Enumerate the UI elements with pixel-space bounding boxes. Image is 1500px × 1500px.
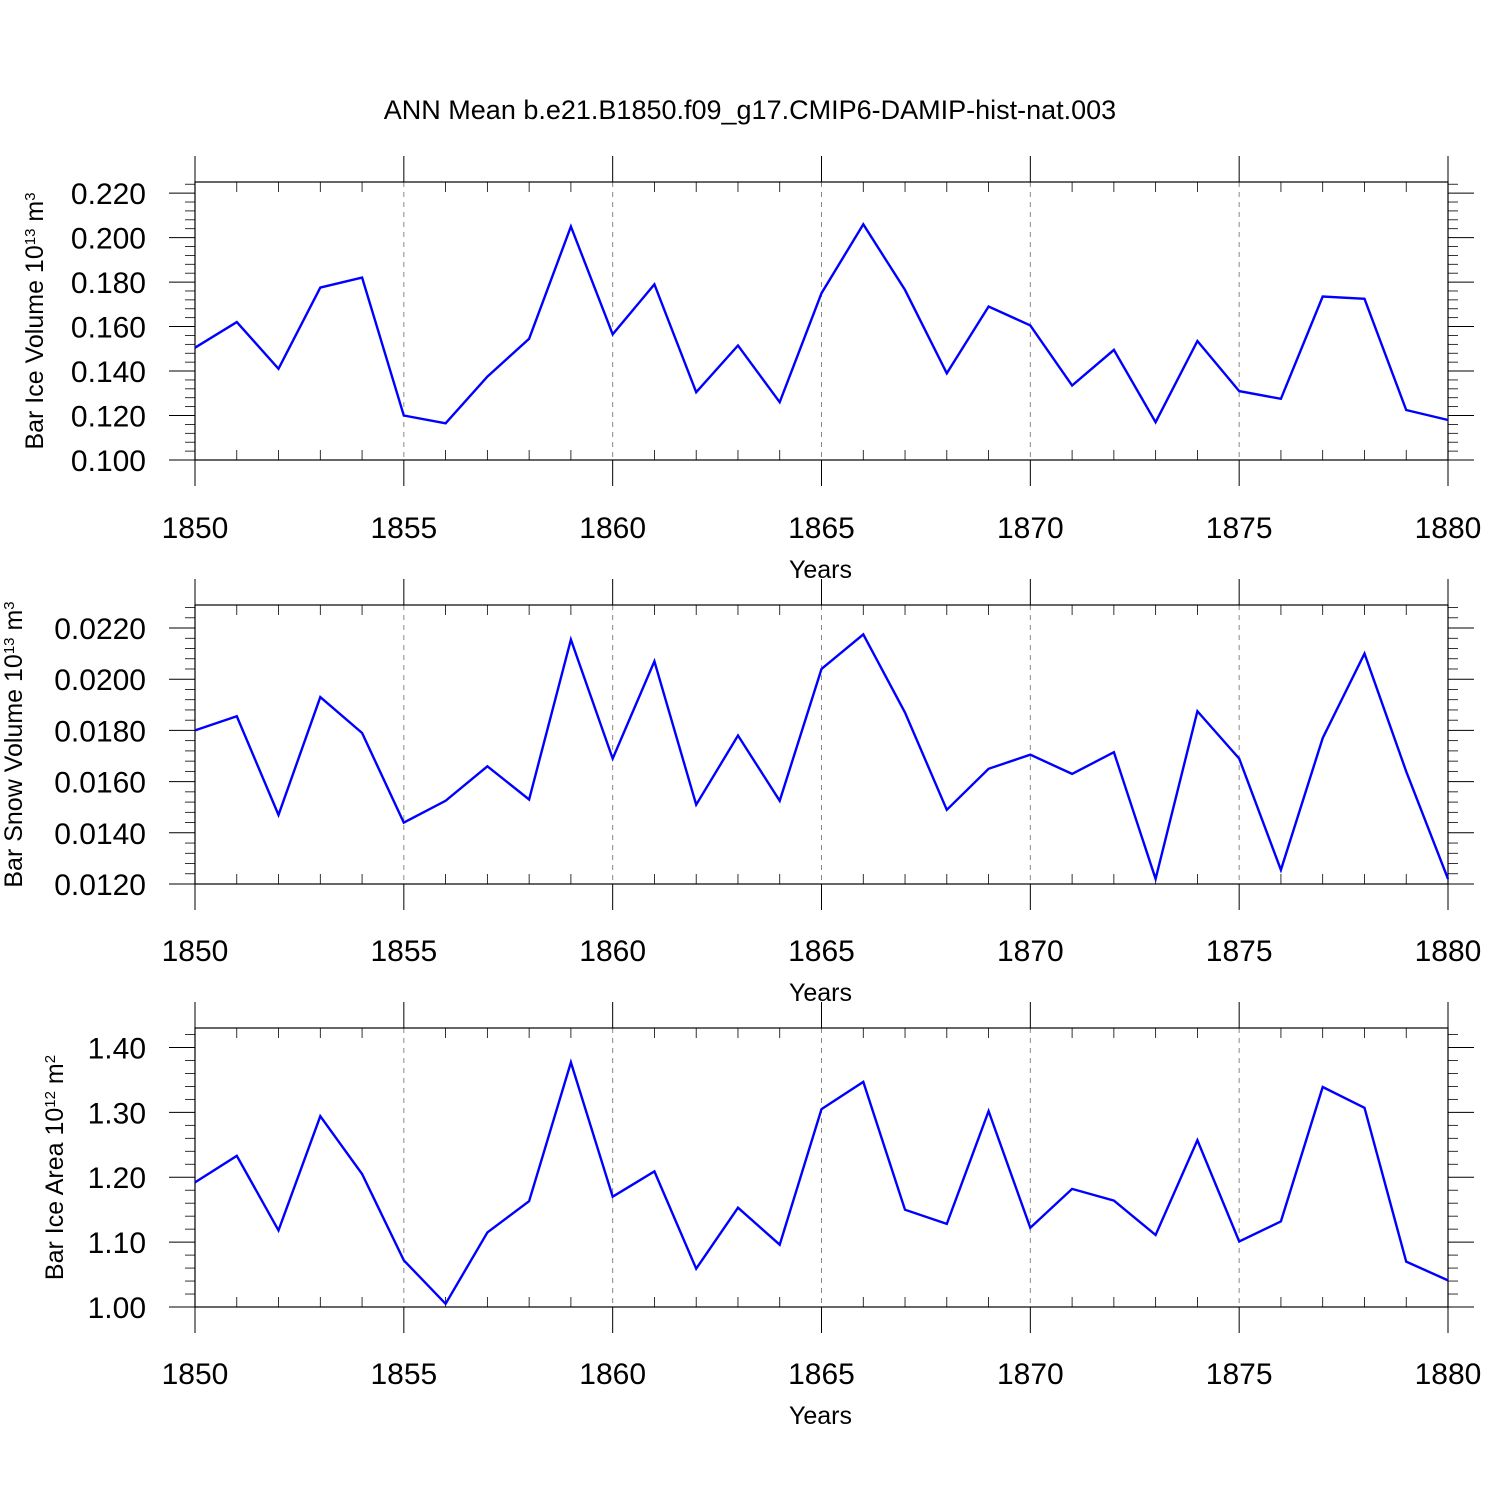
panel-2-y-tick-label-4: 0.0200: [54, 664, 146, 697]
panel-2-x-tick-label-0: 1850: [162, 935, 229, 968]
panel-1-x-tick-label-0: 1850: [162, 512, 229, 545]
panel-2: 1850 1855 1860 1865 1870 1875 1880 0.0120 0.0140…: [0, 579, 1481, 1007]
panel-2-y-tick-label-5: 0.0220: [54, 613, 146, 646]
panel-2-y-tick-label-1: 0.0140: [54, 818, 146, 851]
panel-3-y-tick-label-4: 1.40: [88, 1032, 146, 1065]
panel-2-y-tick-label-2: 0.0160: [54, 767, 146, 800]
panel-1-x-tick-label-5: 1875: [1206, 512, 1273, 545]
panel-2-x-tick-label-1: 1855: [370, 935, 437, 968]
panel-1-y-axis-title-ylabel-exponent: 13: [22, 229, 39, 246]
panel-2-plot-frame: [194, 604, 1449, 885]
panel-1-x-tick-label-3: 1865: [788, 512, 855, 545]
panel-3-x-tick-label-2: 1860: [579, 1358, 646, 1391]
panel-3-x-axis-title: Years: [789, 1402, 852, 1430]
panel-2-y-tick-label-3: 0.0180: [54, 715, 146, 748]
panel-1-y-tick-label-2: 0.140: [71, 356, 146, 389]
panel-1-x-tick-label-6: 1880: [1415, 512, 1482, 545]
panel-3-y-tick-label-2: 1.20: [88, 1162, 146, 1195]
panel-1-plot-frame: [194, 181, 1449, 461]
panel-1-y-axis-title-ylabel-unit-exponent: 3: [22, 192, 39, 200]
panel-2-y-tick-label-0: 0.0120: [54, 869, 146, 902]
panel-3-y-axis-title: Bar Ice Area 1012 m2: [41, 1055, 69, 1280]
panel-3-x-tick-label-1: 1855: [370, 1358, 437, 1391]
panel-1-x-tick-label-1: 1855: [370, 512, 437, 545]
panel-3-y-axis-title-ylabel-unit-exponent: 2: [42, 1055, 59, 1063]
panel-2-x-tick-label-4: 1870: [997, 935, 1064, 968]
panel-2-y-axis-title: Bar Snow Volume 1013 m3: [0, 601, 28, 887]
panel-2-y-axis-title-ylabel: Bar Snow Volume 10: [0, 654, 28, 887]
panel-1: 1850 1855 1860 1865 1870 1875 1880 0.100 0.120 0.…: [21, 156, 1481, 584]
panel-3-y-axis-title-ylabel-unit: m: [41, 1063, 69, 1091]
panel-1-y-axis-title-ylabel: Bar Ice Volume 10: [21, 245, 49, 449]
panel-3-y-axis-title-ylabel-exponent: 12: [42, 1091, 59, 1108]
panel-3-y-axis-title-ylabel: Bar Ice Area 10: [41, 1108, 69, 1280]
panel-3: 1850 1855 1860 1865 1870 1875 1880 1.00 1.10 1.20…: [41, 1002, 1481, 1430]
panel-3-x-tick-label-6: 1880: [1415, 1358, 1482, 1391]
panel-1-x-tick-label-2: 1860: [579, 512, 646, 545]
panel-1-y-tick-label-5: 0.200: [71, 223, 146, 256]
panel-1-y-axis-title-ylabel-unit: m: [21, 201, 49, 229]
panel-2-y-axis-title-ylabel-unit: m: [0, 610, 28, 638]
panel-1-x-tick-label-4: 1870: [997, 512, 1064, 545]
panel-1-series-line-0: [194, 222, 1449, 425]
panel-1-y-axis-title: Bar Ice Volume 1013 m3: [21, 192, 49, 449]
panels: 1850 1855 1860 1865 1870 1875 1880 0.100 0.120 0.…: [0, 156, 1481, 1430]
panel-1-y-tick-label-6: 0.220: [71, 178, 146, 211]
panel-3-x-tick-label-5: 1875: [1206, 1358, 1273, 1391]
panel-1-y-tick-label-0: 0.100: [71, 445, 146, 478]
panel-1-y-tick-label-3: 0.160: [71, 312, 146, 345]
panel-3-y-tick-label-1: 1.10: [88, 1227, 146, 1260]
panel-2-y-axis-title-ylabel-unit-exponent: 3: [1, 601, 18, 609]
panel-3-y-tick-label-3: 1.30: [88, 1097, 146, 1130]
panel-1-y-tick-label-1: 0.120: [71, 401, 146, 434]
figure-title: ANN Mean b.e21.B1850.f09_g17.CMIP6-DAMIP…: [384, 95, 1116, 125]
panel-3-series-line-0: [194, 1058, 1449, 1306]
panel-2-x-tick-label-5: 1875: [1206, 935, 1273, 968]
panel-2-x-axis-title: Years: [789, 979, 852, 1007]
panel-3-x-tick-label-4: 1870: [997, 1358, 1064, 1391]
panel-1-x-axis-title: Years: [789, 556, 852, 584]
panel-2-x-tick-label-6: 1880: [1415, 935, 1482, 968]
panel-2-x-tick-label-2: 1860: [579, 935, 646, 968]
panel-3-y-tick-label-0: 1.00: [88, 1292, 146, 1325]
panel-2-series-line-0: [194, 632, 1450, 884]
panel-2-y-axis-title-ylabel-exponent: 13: [1, 637, 18, 654]
panel-1-y-tick-label-4: 0.180: [71, 267, 146, 300]
panel-3-x-tick-label-3: 1865: [788, 1358, 855, 1391]
panel-3-plot-frame: [194, 1027, 1449, 1308]
panel-2-x-tick-label-3: 1865: [788, 935, 855, 968]
panel-3-x-tick-label-0: 1850: [162, 1358, 229, 1391]
